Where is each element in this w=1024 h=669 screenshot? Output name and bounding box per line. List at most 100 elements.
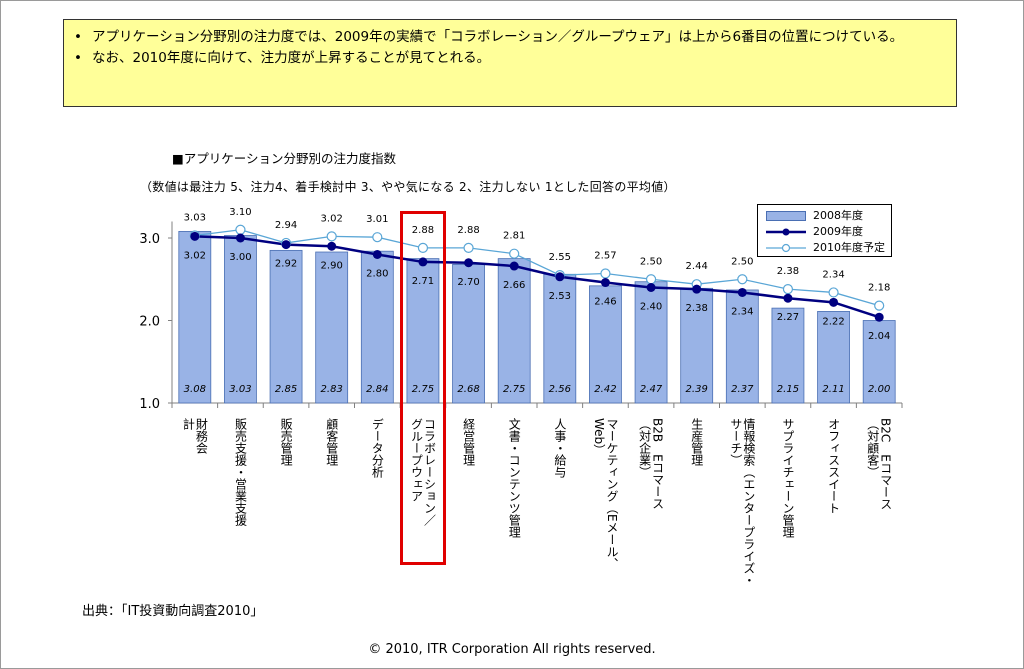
category-label: オフィススイート: [827, 418, 841, 514]
point-2010: [645, 274, 657, 285]
legend-item-2008: 2008年度: [758, 208, 891, 223]
bar-2008: [589, 285, 622, 404]
point-2009: [829, 297, 839, 307]
line-2010-data-label: 2.18: [868, 283, 890, 294]
category-label: 顧客管理: [325, 417, 339, 466]
line-2010-data-label: 3.03: [184, 213, 206, 224]
line-2009-data-label: 2.71: [412, 276, 434, 287]
bar-2008: [315, 251, 349, 404]
line-2009-data-label: 2.92: [275, 259, 297, 270]
point-2009: [646, 283, 656, 292]
point-2010: [600, 268, 611, 279]
chart-title: ■アプリケーション分野別の注力度指数: [172, 151, 397, 166]
line-2009-data-label: 2.04: [868, 331, 890, 342]
line-2010-data-label: 2.38: [777, 266, 799, 277]
line-2009-data-label: 2.27: [777, 312, 799, 323]
bar-data-label: 2.84: [366, 384, 388, 395]
y-tick-label: 3.0: [139, 232, 160, 247]
chart-legend: 2008年度 2009年度 2010年度予定: [757, 204, 892, 257]
point-2010: [737, 274, 748, 285]
category-label: コラボレーション／: [422, 418, 436, 526]
summary-list: • アプリケーション分野別の注力度では、2009年の実績で「コラボレーション／グル…: [74, 28, 946, 67]
line-2010-data-label: 2.50: [640, 256, 662, 267]
bar-2008: [817, 311, 850, 404]
line-2010-data-label: 2.88: [457, 225, 479, 236]
line-2009-data-label: 2.70: [457, 277, 479, 288]
y-tick-label: 1.0: [139, 397, 160, 412]
y-tick-label: 2.0: [139, 315, 160, 330]
line-2010-data-label: 2.55: [549, 252, 571, 263]
category-label: 情報検索（エンタープライズ・: [742, 418, 756, 586]
chart-note: （数値は最注力 5、注力4、着手検討中 3、やや気になる 2、注力しない 1とし…: [140, 180, 676, 194]
line-2009-data-label: 2.34: [731, 306, 753, 317]
line-2010-data-label: 3.01: [366, 214, 388, 225]
category-label: 文書・コンテンツ管理: [507, 417, 521, 538]
line-2010-data-label: 2.50: [731, 256, 753, 267]
category-label: 生産管理: [690, 418, 704, 466]
bar-data-label: 2.75: [503, 384, 525, 395]
summary-text-2: なお、2010年度に向けて、注力度が上昇することが見てとれる。: [92, 50, 491, 66]
legend-item-2010: 2010年度予定: [758, 240, 891, 255]
category-label: サプライチェーン管理: [781, 418, 795, 538]
bar-2008: [360, 250, 394, 404]
bar-data-label: 2.39: [686, 384, 708, 395]
point-2009: [235, 233, 245, 243]
legend-item-2009: 2009年度: [758, 224, 891, 239]
bar-2008: [771, 307, 805, 404]
point-2010: [874, 300, 885, 311]
line-2010-data-label: 2.44: [686, 261, 708, 272]
category-label: Web）: [592, 418, 606, 456]
point-2009: [509, 261, 519, 271]
point-2009: [281, 240, 291, 250]
category-label: 経営管理: [462, 418, 476, 466]
category-label: 販売支援・営業支援: [233, 418, 247, 527]
category-label: マーケティング（Eメール、: [605, 418, 619, 570]
line-2009: [194, 235, 880, 319]
category-label: （対顧客）: [866, 418, 880, 478]
line-2010-data-label: 2.34: [822, 269, 844, 280]
point-2009: [327, 241, 337, 251]
category-label: B2B Eコマース: [651, 418, 665, 510]
category-label: 人事・給与: [553, 418, 567, 478]
point-2009: [874, 312, 884, 322]
bar-2008: [406, 258, 440, 404]
line-2010-data-label: 3.02: [321, 213, 343, 224]
bar-data-label: 2.83: [321, 384, 343, 395]
bar-2008: [862, 320, 896, 404]
point-2009: [600, 278, 610, 288]
point-2009: [783, 293, 793, 303]
bar-2008: [497, 258, 531, 404]
point-2010: [417, 242, 429, 253]
line-2009-data-label: 2.46: [594, 297, 616, 308]
bar-data-label: 3.08: [184, 384, 206, 395]
point-2010: [782, 284, 794, 295]
bar-data-label: 2.00: [868, 384, 890, 395]
bullet-icon: •: [74, 29, 82, 45]
bar-data-label: 2.68: [457, 384, 479, 395]
line-2010-data-label: 2.81: [503, 231, 525, 242]
line-2009-data-label: 2.22: [822, 316, 844, 327]
legend-line-swatch: [766, 243, 806, 253]
summary-item: • アプリケーション分野別の注力度では、2009年の実績で「コラボレーション／グル…: [74, 28, 946, 46]
point-2010: [463, 242, 474, 253]
bar-2008: [269, 249, 303, 404]
bar-data-label: 2.85: [275, 384, 297, 395]
line-2010-data-label: 2.88: [412, 225, 434, 236]
bar-data-label: 2.42: [594, 384, 616, 395]
line-2009-data-label: 2.66: [503, 280, 525, 291]
source-note: 出典：「IT投資動向調査2010」: [82, 604, 264, 619]
point-2010: [235, 224, 246, 235]
category-label: 販売管理: [279, 418, 293, 466]
legend-label: 2009年度: [813, 225, 863, 238]
category-label: データ分析: [370, 418, 384, 479]
bar-data-label: 2.56: [549, 384, 571, 395]
point-2010: [326, 231, 337, 242]
category-label: B2C Eコマース: [879, 418, 893, 510]
bar-2008: [680, 287, 714, 404]
copyright: © 2010, ITR Corporation All rights reser…: [368, 642, 656, 657]
point-2009: [737, 287, 747, 297]
point-2009: [555, 272, 565, 282]
category-label: （対企業）: [638, 418, 652, 478]
bar-2008: [634, 281, 668, 404]
